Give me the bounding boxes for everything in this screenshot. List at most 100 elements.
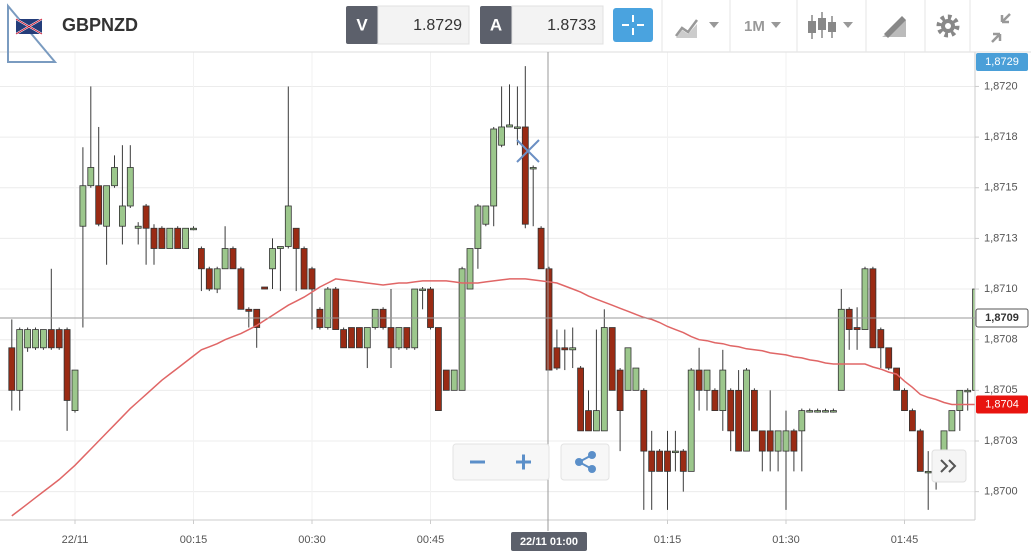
chart-type-button[interactable]: [675, 19, 719, 38]
share-button[interactable]: [560, 443, 610, 481]
timeframe[interactable]: 1M: [744, 18, 765, 35]
candle-body: [119, 205, 126, 227]
share-box[interactable]: [560, 443, 610, 481]
scroll-box[interactable]: [931, 449, 967, 483]
candle-body: [419, 288, 427, 291]
candle-body: [63, 329, 71, 401]
sell-price[interactable]: 1.8729: [413, 17, 462, 34]
buy-label[interactable]: A: [490, 15, 502, 34]
candle-body: [822, 410, 829, 413]
price-tag: [976, 53, 1028, 71]
settings-button[interactable]: [936, 14, 960, 38]
candle-type-button[interactable]: [808, 12, 853, 39]
candle-body: [632, 367, 640, 391]
candle-body: [134, 225, 142, 229]
candle-body: [340, 329, 348, 349]
candle-body: [893, 367, 900, 391]
zoom-in[interactable]: [516, 454, 531, 470]
dropdown-arrow[interactable]: [709, 22, 719, 28]
candle-body: [150, 227, 158, 249]
x-tick-label: 00:30: [298, 534, 326, 546]
candle-icon[interactable]: [808, 21, 816, 33]
candle-icon[interactable]: [818, 18, 826, 30]
y-tick-label: 1,8710: [984, 283, 1018, 295]
chart-type-icon[interactable]: [675, 19, 698, 37]
chart-type-icon[interactable]: [676, 24, 697, 38]
candle-body: [158, 227, 166, 249]
share-icon[interactable]: [588, 451, 596, 459]
candle-body: [324, 288, 332, 328]
candle-body: [126, 167, 134, 207]
crosshair-icon[interactable]: [622, 15, 644, 35]
buy-price-box[interactable]: [511, 5, 604, 45]
crosshair-button[interactable]: [613, 8, 653, 42]
scroll-icon[interactable]: [940, 459, 957, 473]
candle-body: [498, 126, 506, 146]
x-tick-label: 01:45: [891, 534, 919, 546]
price-tag-label: 1,8704: [985, 398, 1019, 410]
candle-body: [24, 329, 32, 349]
buy-price[interactable]: 1.8733: [547, 17, 596, 34]
candle-body: [790, 430, 798, 452]
candle-body: [869, 268, 877, 349]
dropdown-arrow[interactable]: [843, 22, 853, 28]
candle-body: [758, 430, 766, 452]
candle-body: [814, 410, 821, 413]
buy-button[interactable]: A 1.8733: [480, 5, 604, 45]
y-tick-label: 1,8715: [984, 182, 1018, 194]
draw-icon[interactable]: [884, 16, 906, 38]
candle-body: [909, 410, 916, 432]
candle-body: [174, 227, 182, 249]
x-tick-label: 00:45: [417, 534, 445, 546]
share-icon[interactable]: [588, 465, 596, 473]
candle-body: [719, 369, 727, 411]
overlay: 1,8709 22/11 01:00 1,8729 1,8704: [0, 53, 1029, 551]
scroll-right-button[interactable]: [931, 449, 967, 483]
candle-body: [16, 329, 24, 391]
candle-body: [514, 126, 521, 129]
zoom-controls[interactable]: [452, 443, 550, 481]
candle-body: [806, 410, 814, 413]
y-tick-label: 1,8700: [984, 486, 1018, 498]
plot-area: [8, 66, 975, 517]
candle-body: [537, 227, 545, 270]
candle-body: [948, 410, 956, 432]
y-tick-label: 1,8720: [984, 80, 1018, 92]
sell-button[interactable]: V 1.8729: [346, 5, 470, 45]
candle-body: [877, 329, 885, 349]
candle-body: [32, 329, 39, 349]
dropdown-arrow[interactable]: [771, 22, 781, 28]
candle-body: [8, 347, 16, 391]
candle-body: [972, 288, 975, 391]
sell-label-box[interactable]: [346, 6, 378, 44]
settings-icon[interactable]: [945, 23, 951, 29]
candle-body: [284, 205, 292, 247]
candle-body: [466, 248, 474, 290]
draw-button[interactable]: [882, 16, 906, 38]
symbol: GBPNZD: [62, 15, 138, 35]
candle-body: [490, 128, 498, 207]
crosshair-button-bg[interactable]: [613, 8, 653, 42]
timeframe-button[interactable]: 1M: [744, 18, 781, 35]
candle-icon[interactable]: [828, 22, 836, 32]
candle-body: [308, 268, 316, 290]
y-tick-label: 1,8718: [984, 131, 1018, 143]
collapse-icon[interactable]: [991, 13, 1011, 43]
candle-body: [956, 389, 964, 411]
candle-body: [569, 347, 577, 351]
candle-body: [442, 369, 450, 391]
buy-label-box[interactable]: [480, 6, 512, 44]
collapse-button[interactable]: [991, 13, 1011, 43]
settings-icon[interactable]: [936, 14, 960, 38]
x-tick-label: 00:15: [180, 534, 208, 546]
candle-body: [387, 327, 395, 349]
candle-body: [687, 369, 695, 472]
candle-body: [237, 268, 245, 310]
candle-body: [434, 327, 442, 411]
candle-body: [727, 389, 735, 432]
sell-label[interactable]: V: [356, 15, 368, 34]
candle-body: [348, 327, 355, 349]
candle-body: [703, 369, 711, 391]
sell-price-box[interactable]: [377, 5, 470, 45]
share-icon[interactable]: [575, 458, 583, 466]
